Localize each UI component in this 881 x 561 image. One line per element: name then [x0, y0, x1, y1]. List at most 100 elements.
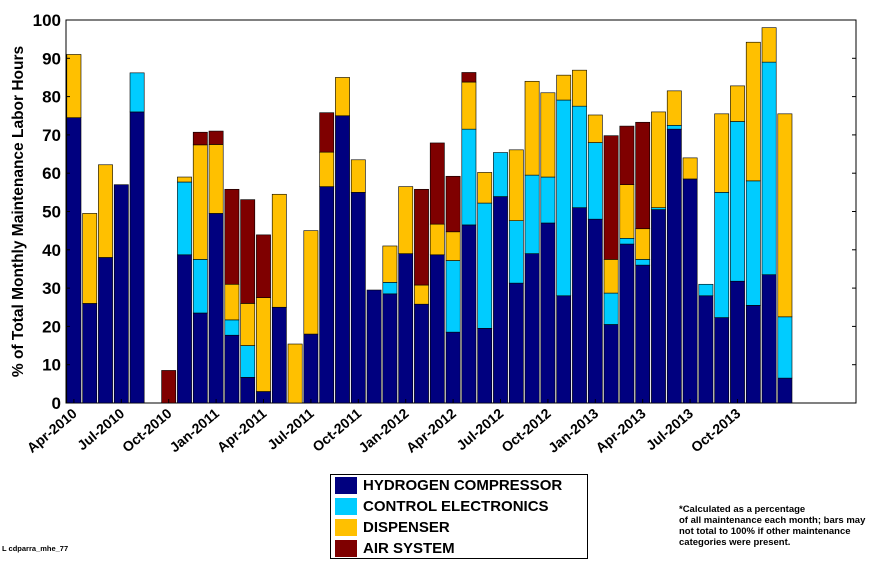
bar-segment	[556, 74, 572, 101]
bar-segment	[619, 125, 635, 185]
bar-segment	[224, 334, 240, 404]
bar-segment	[730, 85, 745, 122]
bar-segment	[619, 243, 635, 404]
y-axis-label: % of Total Monthly Maintenance Labor Hou…	[10, 46, 27, 377]
bar-segment	[256, 297, 271, 392]
bar-segment	[745, 180, 761, 306]
bar-segment	[603, 324, 619, 404]
bar-segment	[587, 218, 603, 404]
legend-label: HYDROGEN COMPRESSOR	[363, 477, 563, 494]
bar-segment	[635, 259, 651, 266]
bar-segment	[350, 159, 366, 193]
x-tick-label: Jul-2013	[643, 405, 696, 453]
bar-segment	[540, 92, 556, 178]
bar-segment	[508, 282, 524, 404]
y-tick-label: 0	[52, 394, 61, 413]
bar-segment	[271, 306, 287, 404]
y-tick-label: 100	[33, 11, 61, 30]
bar-segment	[66, 54, 82, 118]
bar-segment	[651, 111, 666, 208]
legend-label: DISPENSER	[363, 519, 450, 536]
bar-segment	[508, 149, 524, 221]
legend-item: HYDROGEN COMPRESSOR	[331, 475, 587, 496]
bar-segment	[556, 99, 572, 297]
y-tick-label: 90	[42, 49, 61, 68]
bar-segment	[98, 164, 113, 258]
bar-segment	[335, 115, 350, 404]
bar-segment	[493, 196, 508, 404]
y-tick-label: 70	[42, 126, 61, 145]
x-tick-label: Jan-2012	[355, 405, 411, 456]
bar-segment	[319, 151, 335, 187]
y-tick-label: 10	[42, 356, 61, 375]
bar-segment	[303, 230, 319, 335]
bar-segment	[382, 282, 398, 295]
bar-segment	[587, 142, 603, 220]
bar-segment	[177, 254, 192, 404]
legend-item: AIR SYSTEM	[331, 538, 587, 559]
bar-segment	[714, 113, 730, 193]
legend-item: DISPENSER	[331, 517, 587, 538]
bar-segment	[240, 377, 256, 404]
bar-segment	[682, 157, 698, 180]
x-tick-label: Apr-2013	[592, 405, 648, 456]
bar-segment	[429, 142, 445, 225]
bar-segment	[777, 316, 793, 379]
bar-segment	[129, 111, 145, 404]
y-tick-label: 60	[42, 164, 61, 183]
bar-segment	[603, 135, 619, 260]
bar-segment	[240, 303, 256, 346]
bar-segment	[445, 260, 461, 333]
bar-segment	[113, 184, 129, 404]
bar-segment	[651, 209, 666, 404]
bar-segment	[714, 192, 730, 318]
bar-segment	[572, 69, 587, 107]
bar-segment	[587, 114, 603, 143]
bar-segment	[192, 312, 208, 404]
bar-segment	[414, 303, 429, 404]
bar-segment	[129, 72, 145, 113]
bar-segment	[208, 144, 224, 214]
stacked-bar-chart: 0102030405060708090100Apr-2010Jul-2010Oc…	[10, 11, 857, 456]
bar-segment	[445, 331, 461, 404]
x-tick-label: Jan-2013	[545, 405, 601, 456]
x-tick-label: Jan-2011	[166, 405, 222, 455]
bar-segment	[730, 280, 745, 404]
bar-segment	[508, 220, 524, 284]
bar-segment	[66, 117, 82, 404]
bar-segment	[714, 317, 730, 404]
bar-segment	[429, 223, 445, 256]
footnote: *Calculated as a percentage of all maint…	[679, 504, 866, 548]
bar-segment	[398, 253, 414, 404]
bar-segment	[224, 283, 240, 321]
bar-segment	[745, 41, 761, 182]
bar-segment	[666, 128, 682, 404]
chart-legend: HYDROGEN COMPRESSOR CONTROL ELECTRONICS …	[330, 474, 588, 559]
y-tick-label: 30	[42, 279, 61, 298]
bar-segment	[477, 202, 493, 329]
bar-segment	[619, 184, 635, 239]
bar-segment	[619, 238, 635, 245]
bar-segment	[82, 303, 98, 404]
x-tick-label: Jul-2012	[453, 405, 506, 453]
bar-segment	[240, 345, 256, 378]
bar-segment	[382, 245, 398, 283]
x-tick-label: Oct-2010	[119, 405, 175, 455]
bar-segment	[177, 176, 192, 183]
bar-segment	[540, 222, 556, 404]
bar-segment	[192, 131, 208, 146]
bar-segment	[382, 293, 398, 404]
bar-segment	[603, 292, 619, 325]
bar-segment	[429, 254, 445, 404]
bar-segment	[477, 172, 493, 204]
bar-segment	[350, 192, 366, 404]
y-tick-label: 40	[42, 241, 61, 260]
bar-segment	[730, 121, 745, 282]
figure-id-tag: L cdparra_mhe_77	[2, 544, 69, 553]
bar-segment	[493, 152, 508, 197]
bar-segment	[603, 259, 619, 294]
bar-segment	[366, 289, 382, 404]
bar-segment	[540, 176, 556, 224]
bar-segment	[461, 72, 477, 83]
bar-segment	[698, 295, 714, 404]
